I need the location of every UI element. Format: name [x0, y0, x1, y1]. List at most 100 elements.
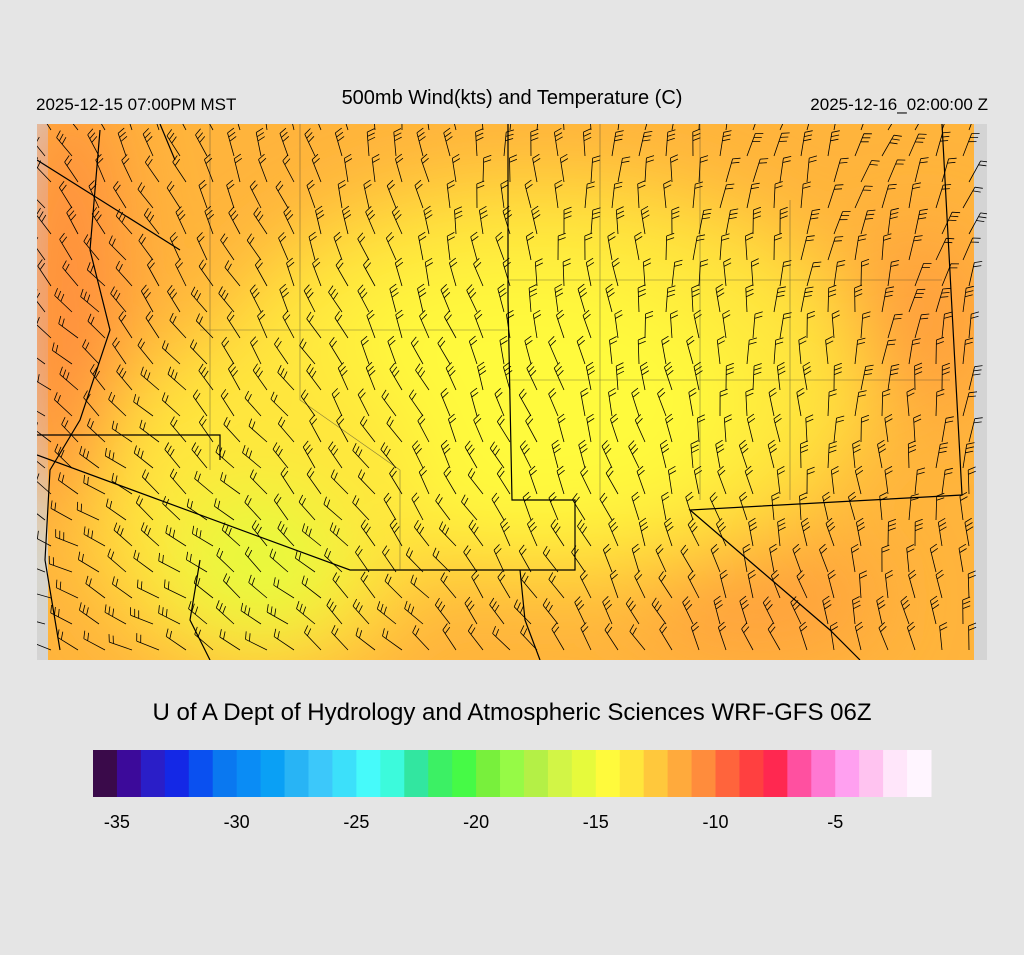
wind-barb	[387, 335, 397, 365]
wind-barb	[56, 130, 73, 157]
wind-barb	[334, 127, 345, 157]
wind-barb	[602, 543, 613, 573]
colorbar-swatch	[619, 750, 645, 797]
colorbar-swatch	[547, 750, 573, 797]
wind-barb	[83, 630, 106, 651]
colorbar-swatch	[523, 750, 549, 797]
wind-barb	[275, 180, 289, 209]
wind-barb	[479, 205, 488, 235]
wind-barb	[930, 595, 940, 625]
wind-barb	[887, 260, 900, 287]
wind-barb	[497, 283, 507, 313]
wind-barb	[580, 387, 589, 417]
wind-barb	[37, 530, 52, 547]
wind-barb	[95, 154, 106, 183]
wind-barb	[295, 550, 316, 573]
wind-barb	[419, 310, 430, 339]
wind-barb	[250, 336, 262, 365]
wind-barb	[935, 184, 952, 209]
wind-barb	[365, 206, 376, 235]
wind-barb	[852, 596, 861, 625]
wind-barb	[104, 604, 127, 625]
wind-barb	[848, 491, 857, 521]
wind-barb	[282, 154, 295, 183]
wind-barb	[355, 627, 376, 651]
wind-barb	[273, 628, 295, 651]
wind-barb	[312, 257, 322, 287]
wind-barb	[186, 498, 208, 521]
wind-barb	[437, 336, 451, 365]
wind-barb	[258, 153, 268, 183]
wind-barb	[273, 577, 295, 599]
wind-barb	[854, 465, 864, 495]
wind-barb	[135, 495, 154, 521]
wind-barb	[958, 543, 967, 573]
wind-barb	[470, 387, 479, 417]
wind-barb	[473, 414, 484, 443]
wind-barb	[967, 570, 976, 599]
wind-barb	[779, 124, 784, 131]
wind-barb	[607, 231, 616, 261]
wind-barb	[37, 237, 46, 261]
wind-barb	[822, 491, 831, 521]
wind-barb	[611, 257, 620, 287]
wind-barb	[881, 134, 902, 157]
wind-barb	[526, 362, 538, 391]
wind-barb	[360, 571, 376, 599]
wind-barb	[642, 258, 651, 287]
colorbar-tick-label: -25	[343, 812, 369, 832]
wind-barb	[414, 179, 424, 209]
wind-barb	[590, 124, 592, 131]
wind-barb	[48, 555, 73, 573]
wind-barb	[968, 124, 972, 131]
wind-barb	[548, 336, 559, 365]
wind-barb	[631, 543, 640, 573]
wind-barb	[879, 492, 888, 521]
wind-barb	[968, 261, 983, 287]
wind-barb	[194, 626, 214, 651]
wind-barb	[357, 388, 370, 417]
wind-barb	[357, 232, 370, 261]
wind-barb	[113, 180, 127, 209]
wind-barb	[417, 414, 430, 443]
wind-barb	[617, 124, 620, 131]
wind-barb	[360, 519, 376, 547]
wind-barb	[471, 570, 484, 599]
wind-barb	[693, 361, 703, 391]
wind-barb	[196, 232, 208, 261]
wind-barb	[105, 498, 127, 521]
wind-barb	[698, 124, 700, 131]
wind-barb	[968, 622, 977, 651]
wind-barb	[440, 388, 451, 417]
map-title: 500mb Wind(kts) and Temperature (C)	[342, 87, 683, 109]
wind-barb	[750, 258, 760, 287]
wind-barb	[717, 465, 727, 495]
wind-barb	[860, 258, 870, 287]
wind-barb	[329, 522, 349, 547]
wind-barb	[386, 179, 397, 209]
wind-barb	[170, 416, 187, 443]
wind-barb	[827, 130, 840, 157]
wind-barb	[477, 361, 487, 391]
wind-barb	[723, 414, 732, 443]
wind-barb	[968, 311, 980, 339]
wind-barb	[638, 131, 653, 157]
wind-barb	[58, 472, 79, 495]
wind-barb	[85, 575, 106, 599]
wind-barb	[559, 153, 569, 183]
wind-barb	[601, 440, 613, 469]
colorbar-tick-label: -30	[224, 812, 250, 832]
wind-barb	[691, 284, 700, 313]
wind-barb	[494, 388, 505, 417]
wind-barb	[525, 231, 535, 261]
wind-barb	[404, 600, 424, 625]
wind-barb	[334, 311, 349, 339]
wind-barb	[37, 317, 52, 339]
wind-barb	[302, 440, 316, 469]
wind-barb	[506, 309, 515, 339]
wind-barb	[215, 600, 235, 625]
wind-barb	[476, 180, 485, 209]
wind-barb	[195, 313, 214, 339]
map-area	[37, 124, 987, 660]
